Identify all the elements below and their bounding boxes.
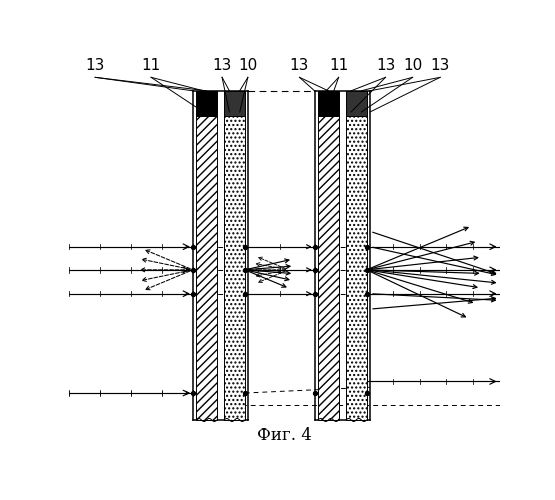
Point (240, 389, 249, 397)
Text: 10: 10 (238, 58, 258, 74)
Point (240, 266, 249, 274)
Text: Фиг. 4: Фиг. 4 (257, 427, 312, 444)
Point (240, 242, 249, 250)
Point (310, 389, 319, 397)
Point (310, 266, 319, 274)
Text: 11: 11 (329, 58, 348, 74)
Text: 13: 13 (376, 58, 395, 74)
Point (240, 290, 249, 298)
Point (310, 242, 319, 250)
Bar (318, 116, 339, 420)
Bar (224, 116, 245, 420)
Point (310, 290, 319, 298)
Bar (196, 116, 217, 420)
Point (362, 389, 371, 397)
Text: 11: 11 (142, 58, 161, 74)
Point (362, 290, 371, 298)
Point (362, 266, 371, 274)
Point (188, 389, 197, 397)
Point (188, 266, 197, 274)
Point (188, 242, 197, 250)
Bar (346, 116, 367, 420)
Text: 13: 13 (290, 58, 309, 74)
Text: 10: 10 (403, 58, 422, 74)
Text: 13: 13 (213, 58, 232, 74)
Bar (318, 91, 339, 116)
Point (362, 242, 371, 250)
Text: 13: 13 (431, 58, 450, 74)
Bar (224, 91, 245, 116)
Point (188, 290, 197, 298)
Bar (346, 91, 367, 116)
Bar (196, 91, 217, 116)
Text: 13: 13 (85, 58, 105, 74)
